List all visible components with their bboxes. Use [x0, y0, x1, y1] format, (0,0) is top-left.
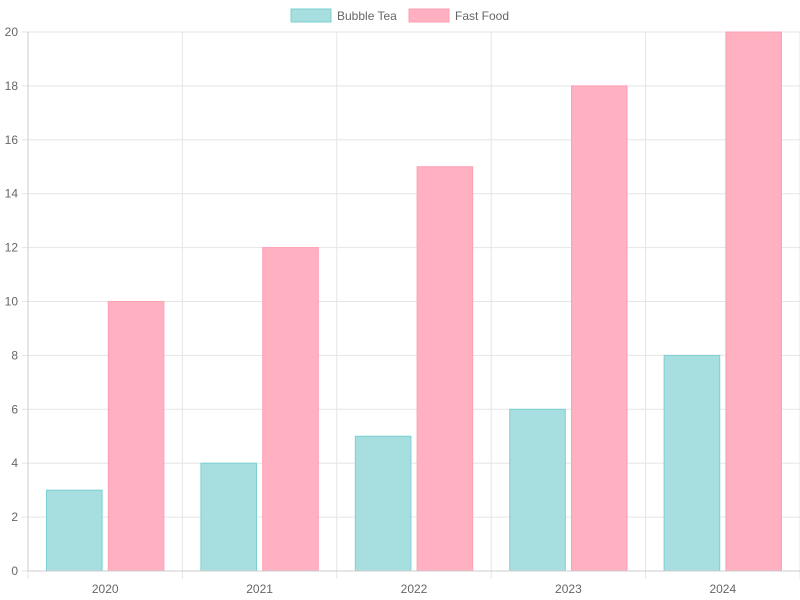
y-tick-label: 6 — [11, 402, 18, 416]
bar-fast-food-2020[interactable] — [107, 301, 165, 572]
x-tick-label: 2020 — [92, 582, 119, 596]
x-tick-label: 2024 — [709, 582, 736, 596]
x-tick-label: 2022 — [401, 582, 428, 596]
bar-fast-food-2022[interactable] — [416, 166, 474, 572]
legend[interactable]: Bubble Tea Fast Food — [290, 8, 509, 23]
bar-bubble-tea-2021[interactable] — [200, 462, 258, 572]
bar-fast-food-2023[interactable] — [570, 85, 628, 572]
bar-bubble-tea-2020[interactable] — [46, 489, 103, 572]
y-tick-label: 14 — [5, 187, 19, 201]
y-tick-label: 16 — [5, 133, 19, 147]
y-tick-label: 18 — [5, 79, 19, 93]
legend-swatch-bubble-tea[interactable] — [290, 8, 332, 23]
y-tick-label: 12 — [5, 241, 19, 255]
bars-layer — [46, 31, 782, 572]
y-tick-label: 0 — [11, 564, 18, 578]
legend-label-bubble-tea[interactable]: Bubble Tea — [337, 9, 397, 23]
bar-bubble-tea-2022[interactable] — [354, 435, 412, 572]
y-tick-label: 20 — [5, 25, 19, 39]
y-tick-label: 2 — [11, 510, 18, 524]
y-tick-label: 4 — [11, 456, 18, 470]
bar-bubble-tea-2023[interactable] — [509, 408, 566, 572]
legend-label-fast-food[interactable]: Fast Food — [455, 9, 509, 23]
bar-bubble-tea-2024[interactable] — [663, 354, 721, 572]
x-tick-label: 2023 — [555, 582, 582, 596]
bar-fast-food-2024[interactable] — [725, 31, 782, 572]
legend-swatch-fast-food[interactable] — [408, 8, 450, 23]
x-tick-label: 2021 — [246, 582, 273, 596]
y-tick-label: 10 — [5, 295, 19, 309]
y-tick-label: 8 — [11, 348, 18, 362]
bar-fast-food-2021[interactable] — [262, 247, 319, 572]
